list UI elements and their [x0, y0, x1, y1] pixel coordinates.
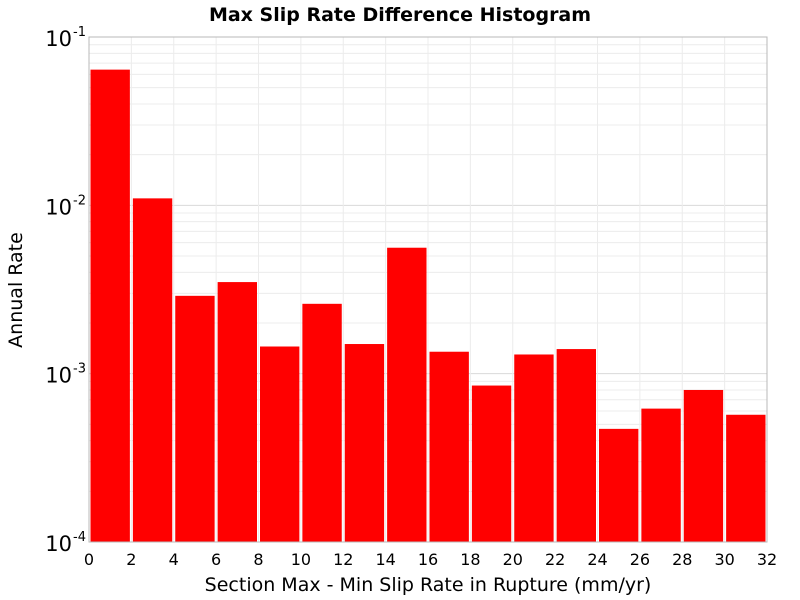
bar [217, 282, 257, 542]
plot-frame [88, 36, 768, 543]
x-tick-label: 20 [503, 550, 523, 569]
x-tick-label: 4 [169, 550, 179, 569]
x-tick-label: 14 [375, 550, 395, 569]
bar [90, 69, 130, 542]
bar [556, 349, 596, 542]
x-tick-label: 28 [672, 550, 692, 569]
y-tick-base: 10 [45, 195, 72, 219]
bar [387, 247, 427, 542]
x-tick-labels: 0 2 4 6 8 10 12 14 16 18 20 22 24 26 28 30 32 [84, 550, 777, 569]
x-tick-label: 16 [418, 550, 438, 569]
y-tick-label: 10 -1 [45, 25, 86, 51]
x-tick-label: 2 [126, 550, 136, 569]
bar [683, 389, 724, 542]
bar [132, 198, 173, 542]
y-tick-exponent: -4 [73, 530, 86, 545]
y-tick-label: 10 -4 [45, 530, 86, 556]
x-tick-label: 32 [757, 550, 777, 569]
bar [344, 344, 385, 542]
y-tick-labels: 10-110-210-310-4 [45, 25, 86, 556]
y-tick-base: 10 [45, 27, 72, 51]
x-tick-label: 26 [630, 550, 650, 569]
x-tick-label: 12 [333, 550, 353, 569]
x-tick-label: 6 [211, 550, 221, 569]
x-tick-label: 30 [714, 550, 734, 569]
bar [514, 354, 554, 542]
x-tick-label: 18 [460, 550, 480, 569]
x-tick-label: 0 [84, 550, 94, 569]
bar [471, 385, 512, 542]
bar [429, 351, 469, 542]
y-tick-base: 10 [45, 532, 72, 556]
bar [641, 408, 681, 542]
y-tick-exponent: -3 [73, 362, 86, 377]
bar [260, 346, 300, 542]
x-axis-label: Section Max - Min Slip Rate in Rupture (… [205, 574, 652, 596]
bar [599, 428, 639, 542]
x-tick-label: 8 [253, 550, 263, 569]
bar [175, 295, 215, 542]
y-tick-exponent: -1 [73, 25, 86, 40]
x-tick-label: 24 [587, 550, 607, 569]
bars [90, 69, 766, 542]
chart-title: Max Slip Rate Difference Histogram [209, 4, 591, 26]
y-axis-label: Annual Rate [5, 232, 27, 348]
x-tick-label: 22 [545, 550, 565, 569]
y-tick-label: 10 -3 [45, 362, 86, 388]
bar [726, 414, 766, 542]
y-tick-exponent: -2 [73, 193, 86, 208]
x-tick-label: 10 [291, 550, 311, 569]
bar [302, 303, 342, 542]
y-tick-base: 10 [45, 364, 72, 388]
y-tick-label: 10 -2 [45, 193, 86, 219]
